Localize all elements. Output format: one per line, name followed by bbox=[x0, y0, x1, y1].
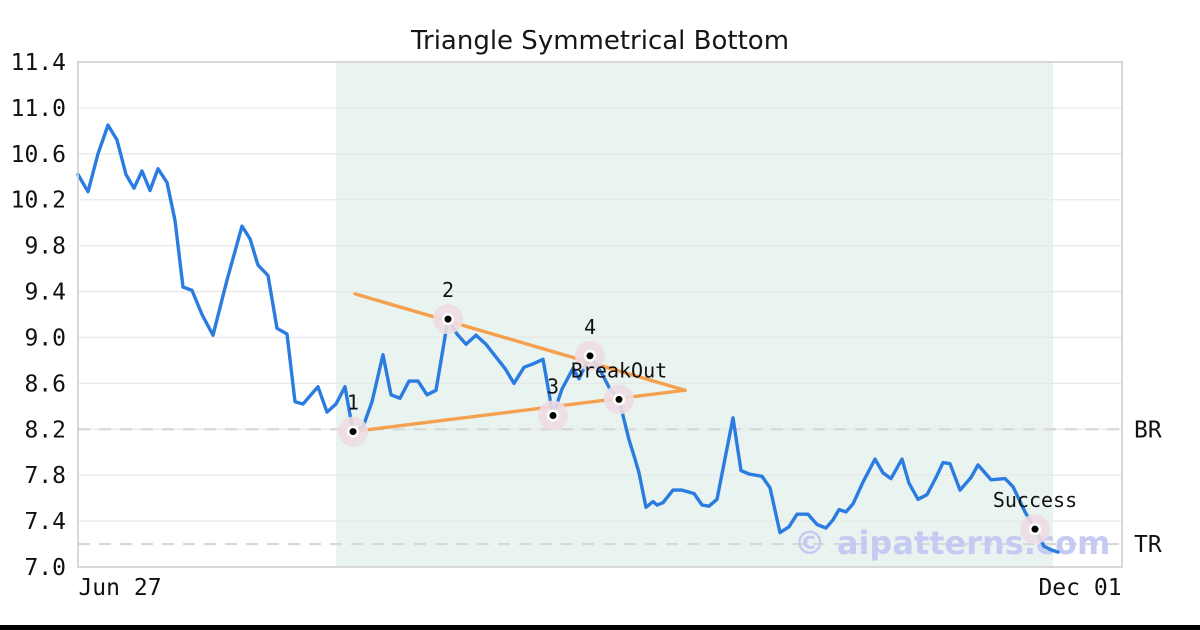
level-label-tr: TR bbox=[1134, 532, 1162, 558]
watermark: © aipatterns.com bbox=[794, 524, 1111, 562]
marker-label-1: 1 bbox=[347, 391, 359, 415]
marker-label-4: 4 bbox=[584, 315, 596, 339]
marker-label-breakout: BreakOut bbox=[571, 358, 667, 382]
marker-label-2: 2 bbox=[442, 278, 454, 302]
level-label-br: BR bbox=[1134, 417, 1162, 443]
marker-dot-3 bbox=[546, 409, 560, 422]
trendline-upper bbox=[353, 292, 687, 392]
marker-dot-2 bbox=[441, 312, 455, 326]
marker-dot-success bbox=[1028, 523, 1042, 536]
y-tick-label: 11.0 bbox=[11, 96, 66, 122]
marker-dot-4 bbox=[583, 349, 597, 362]
y-tick-label: 9.0 bbox=[24, 325, 66, 351]
y-tick-label: 11.4 bbox=[11, 50, 66, 76]
y-tick-label: 9.8 bbox=[24, 234, 66, 260]
chart-title: Triangle Symmetrical Bottom bbox=[410, 26, 790, 56]
marker-label-success: Success bbox=[993, 488, 1077, 512]
marker-label-3: 3 bbox=[547, 375, 559, 399]
y-tick-label: 10.2 bbox=[11, 188, 66, 214]
marker-dot-1 bbox=[346, 425, 360, 438]
marker-dot-breakout bbox=[612, 393, 626, 406]
y-tick-label: 7.8 bbox=[24, 463, 66, 489]
y-tick-label: 9.4 bbox=[24, 280, 66, 306]
y-tick-label: 8.6 bbox=[24, 371, 66, 397]
plot-border bbox=[77, 61, 1123, 568]
bottom-border-bar bbox=[0, 625, 1200, 630]
y-tick-label: 7.0 bbox=[24, 555, 66, 581]
y-tick-label: 7.4 bbox=[24, 509, 66, 535]
y-tick-label: 8.2 bbox=[24, 417, 66, 443]
y-tick-label: 10.6 bbox=[11, 142, 66, 168]
x-tick-label: Jun 27 bbox=[78, 575, 161, 601]
x-tick-label: Dec 01 bbox=[1038, 575, 1121, 601]
